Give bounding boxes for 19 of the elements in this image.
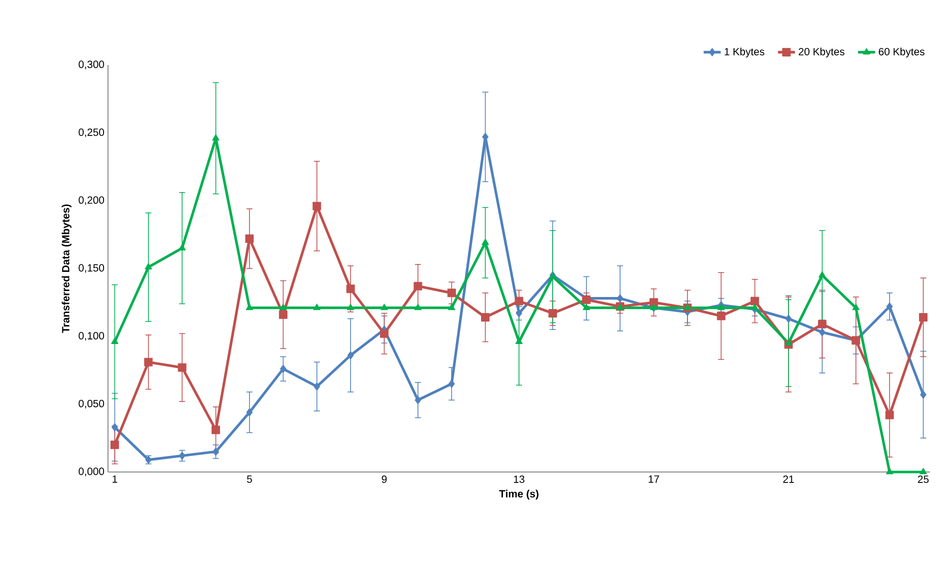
y-tick-label: 0,150: [78, 264, 104, 273]
x-tick-label: 25: [918, 476, 929, 483]
x-tick-label: 1: [112, 476, 118, 483]
y-tick-label: 0,100: [78, 332, 104, 341]
x-axis-title: Time (s): [499, 490, 538, 500]
y-axis-title: Transferred Data (Mbytes): [62, 204, 72, 333]
y-tick-label: 0,000: [78, 468, 104, 476]
x-tick-label: 17: [648, 476, 660, 483]
y-tick-label: 0,050: [78, 400, 104, 408]
legend-label: 1 Kbytes: [724, 48, 764, 58]
y-tick-label: 0,250: [78, 128, 104, 138]
x-tick-label: 9: [382, 476, 387, 483]
legend-label: 20 Kbytes: [798, 48, 844, 58]
legend-label: 60 Kbytes: [878, 48, 924, 58]
y-tick-label: 0,200: [78, 196, 104, 205]
x-tick-label: 13: [514, 476, 524, 483]
y-tick-label: 0,300: [78, 60, 104, 70]
x-tick-label: 5: [247, 476, 252, 483]
x-tick-label: 21: [783, 476, 794, 483]
